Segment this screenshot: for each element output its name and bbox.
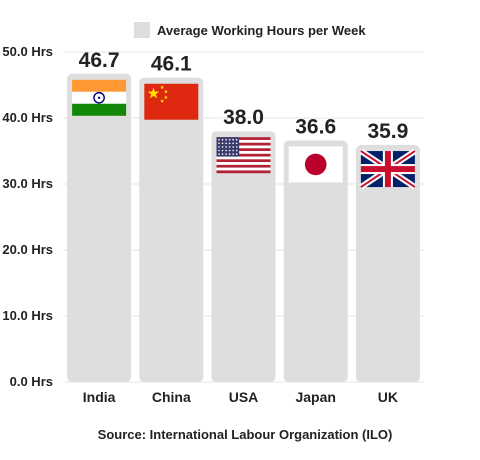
- value-label: 36.6: [295, 115, 336, 138]
- bar: [211, 131, 276, 382]
- bar: [355, 145, 420, 382]
- source-note: Source: International Labour Organizatio…: [98, 427, 393, 442]
- y-tick-label: 40.0 Hrs: [2, 110, 53, 125]
- x-tick-label: China: [152, 389, 191, 405]
- value-label: 46.1: [151, 53, 192, 76]
- x-tick-label: USA: [229, 389, 259, 405]
- y-tick-label: 20.0 Hrs: [2, 242, 53, 257]
- x-tick-label: India: [83, 389, 116, 405]
- usa-flag-icon: [216, 137, 271, 174]
- uk-flag-icon: [359, 148, 417, 190]
- bar-group: 38.0: [211, 106, 276, 382]
- japan-flag-icon: [288, 146, 343, 183]
- x-tick-label: Japan: [295, 389, 335, 405]
- y-axis-ticks: 0.0 Hrs 10.0 Hrs 20.0 Hrs 30.0 Hrs 40.0 Hrs 5…: [2, 44, 53, 389]
- bar: [283, 140, 348, 382]
- value-label: 46.7: [79, 49, 120, 72]
- y-tick-label: 10.0 Hrs: [2, 308, 53, 323]
- y-tick-label: 0.0 Hrs: [10, 374, 53, 389]
- value-label: 35.9: [367, 120, 408, 143]
- india-flag-icon: [72, 79, 127, 116]
- bars: 46.7 46.1 38.0 36.6 35.9: [67, 49, 420, 383]
- bar-group: 35.9: [355, 120, 420, 382]
- legend: Average Working Hours per Week: [134, 22, 366, 38]
- bar-group: 36.6: [283, 115, 348, 382]
- legend-swatch: [134, 22, 150, 38]
- bar-group: 46.7: [67, 49, 132, 382]
- bar: [67, 73, 132, 382]
- x-tick-label: UK: [378, 389, 398, 405]
- y-tick-label: 50.0 Hrs: [2, 44, 53, 59]
- legend-label: Average Working Hours per Week: [157, 23, 366, 38]
- y-tick-label: 30.0 Hrs: [2, 176, 53, 191]
- x-axis-categories: India China USA Japan UK: [83, 389, 398, 405]
- bar: [139, 77, 204, 383]
- bar-group: 46.1: [139, 53, 204, 383]
- value-label: 38.0: [223, 106, 264, 129]
- china-flag-icon: [144, 83, 199, 120]
